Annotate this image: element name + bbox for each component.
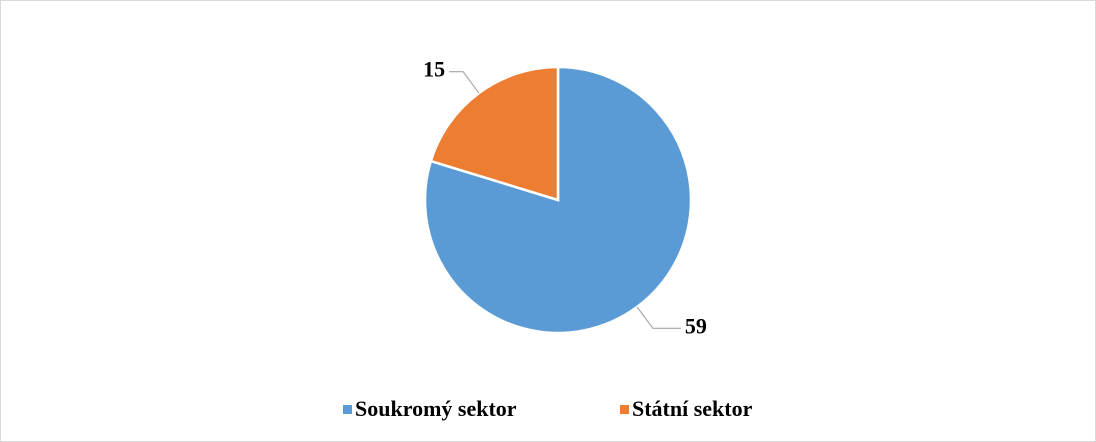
legend-swatch [620,405,629,414]
pie-slice [429,65,560,202]
leader-line [636,306,681,329]
legend-label: Státní sektor [632,396,753,421]
data-label: 59 [685,313,707,338]
legend-swatch [343,405,352,414]
leader-line [449,71,480,94]
legend-label: Soukromý sektor [355,396,517,421]
data-label: 15 [423,57,445,82]
